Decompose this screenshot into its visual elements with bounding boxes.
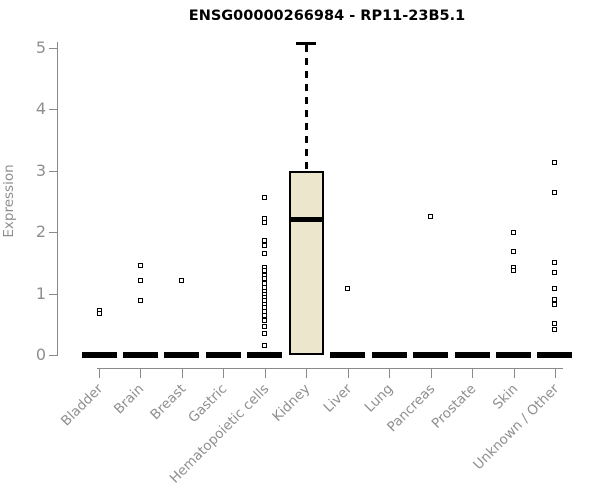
outlier-point: [552, 270, 558, 276]
outlier-point: [179, 278, 185, 284]
whisker-cap: [296, 41, 317, 45]
x-axis-line: [97, 368, 563, 369]
outlier-point: [511, 230, 516, 236]
box-collapsed: [371, 352, 407, 358]
outlier-point: [511, 268, 516, 274]
outlier-point: [552, 285, 558, 291]
y-tick: [49, 232, 57, 234]
y-tick: [49, 109, 57, 111]
chart-title: ENSG00000266984 - RP11-23B5.1: [188, 8, 466, 24]
outlier-point: [262, 312, 268, 318]
x-tick: [181, 368, 183, 378]
y-tick: [49, 48, 57, 49]
box-collapsed: [330, 352, 366, 358]
y-tick-label: 0: [35, 345, 46, 364]
box-collapsed: [122, 352, 158, 358]
outlier-point: [552, 260, 558, 266]
y-tick-label: 5: [35, 38, 46, 57]
outlier-point: [428, 213, 434, 219]
outlier-point: [552, 190, 558, 196]
box-collapsed: [413, 352, 449, 358]
outlier-point: [262, 242, 268, 248]
whisker-line: [304, 44, 308, 171]
box-collapsed: [537, 352, 573, 358]
outlier-point: [552, 327, 558, 333]
box-collapsed: [205, 352, 241, 358]
outlier-point: [137, 298, 143, 304]
x-tick: [472, 368, 474, 378]
box-collapsed: [247, 352, 283, 358]
outlier-point: [262, 250, 268, 256]
outlier-point: [345, 285, 351, 291]
outlier-point: [262, 195, 268, 201]
x-tick: [554, 368, 556, 378]
outlier-point: [262, 215, 268, 221]
x-tick: [264, 368, 266, 378]
outlier-point: [552, 296, 558, 302]
box-collapsed: [164, 352, 200, 358]
box: [288, 170, 324, 355]
y-tick: [49, 170, 57, 172]
x-tick: [430, 368, 432, 378]
outlier-point: [552, 159, 558, 165]
y-tick-label: 1: [35, 283, 46, 303]
x-tick: [306, 368, 308, 378]
outlier-point: [262, 318, 268, 324]
x-tick: [99, 368, 100, 378]
x-tick: [347, 368, 349, 378]
median-line: [288, 216, 324, 222]
outlier-point: [262, 324, 268, 330]
outlier-point: [511, 248, 516, 254]
outlier-point: [262, 267, 268, 273]
y-tick: [49, 293, 57, 295]
y-tick-label: 4: [35, 99, 46, 119]
x-tick: [223, 368, 225, 378]
y-tick: [49, 355, 57, 356]
outlier-point: [262, 343, 268, 349]
outlier-point: [552, 301, 558, 307]
outlier-point: [137, 263, 143, 269]
box-collapsed: [81, 352, 117, 358]
y-tick-label: 2: [35, 222, 46, 242]
outlier-point: [552, 320, 558, 326]
x-tick: [513, 368, 515, 378]
box-collapsed: [496, 352, 531, 358]
x-tick: [389, 368, 391, 378]
y-axis-line: [57, 42, 58, 356]
x-tick: [140, 368, 142, 378]
outlier-point: [137, 277, 143, 283]
box-collapsed: [454, 352, 490, 358]
outlier-point: [96, 310, 102, 316]
outlier-point: [262, 331, 268, 336]
y-tick-label: 3: [35, 160, 46, 180]
outlier-point: [262, 220, 268, 226]
